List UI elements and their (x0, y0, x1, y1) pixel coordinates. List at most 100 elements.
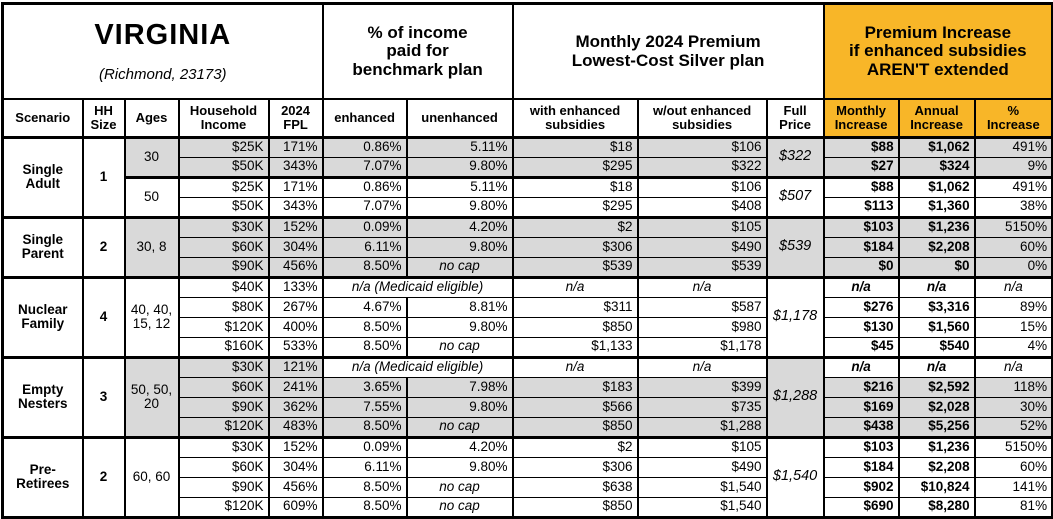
col-annual-increase: Annual Increase (897, 98, 976, 139)
table-row: 50 $25K 171% 0.86% 5.11% $18 $106 $507 $88 $1,062… (3, 175, 1053, 218)
cell-unenhanced: 5.11% (405, 175, 514, 198)
cell-fpl: 241% (267, 376, 324, 398)
cell-unenhanced: 9.80% (405, 316, 514, 338)
cell-with-subsidies: $850 (511, 496, 639, 518)
cell-annual-increase: n/a (897, 275, 976, 298)
cell-monthly-increase: $88 (822, 175, 900, 198)
col-full-price: Full Price (765, 98, 825, 139)
cell-fpl: 267% (267, 296, 324, 318)
col-unenhanced: unenhanced (405, 98, 514, 139)
cell-with-subsidies: $566 (511, 396, 639, 418)
cell-enhanced: 7.07% (321, 156, 408, 178)
cell-with-subsidies: $539 (511, 256, 639, 278)
cell-enhanced: 8.50% (321, 496, 408, 518)
cell-annual-increase: $1,236 (897, 435, 976, 458)
cell-household-income: $160K (177, 336, 270, 358)
col-fpl: 2024 FPL (267, 98, 324, 139)
table-row: Single Parent 2 30, 8 $30K 152% 0.09% 4.20% $2 $… (1, 215, 1053, 278)
cell-annual-increase: $3,316 (897, 296, 976, 318)
cell-with-subsidies: n/a (511, 275, 639, 298)
table-body: Single Adult 1 30 $25K 171% 0.86% 5.11% $18 $106… (1, 135, 1053, 518)
cell-pct-increase: 141% (973, 476, 1053, 498)
cell-ages: 40, 40, 15, 12 (123, 275, 180, 358)
cell-unenhanced: no cap (405, 416, 514, 438)
cell-annual-increase: $2,028 (897, 396, 976, 418)
col-hh-size: HH Size (81, 98, 126, 139)
cell-annual-increase: $8,280 (897, 496, 976, 518)
cell-without-subsidies: $587 (636, 296, 768, 318)
cell-household-income: $90K (177, 476, 270, 498)
cell-without-subsidies: n/a (636, 355, 768, 378)
cell-pct-increase: 5150% (973, 435, 1053, 458)
header-group-row: VIRGINIA (Richmond, 23173) % of income p… (1, 2, 1053, 101)
header-premium-increase: Premium Increase if enhanced subsidies A… (822, 2, 1053, 101)
cell-fpl: 304% (267, 236, 324, 258)
cell-with-subsidies: $2 (511, 435, 639, 458)
cell-with-subsidies: $2 (511, 215, 639, 238)
cell-ages: 50 (123, 175, 180, 218)
table-row: $80K 267% 4.67% 8.81% $311 $587 $276 $3,316 89% (3, 296, 1053, 318)
cell-unenhanced: no cap (405, 496, 514, 518)
cell-monthly-increase: $0 (822, 256, 900, 278)
cell-without-subsidies: $539 (636, 256, 768, 278)
cell-enhanced: 8.50% (321, 256, 408, 278)
table-row: $90K 456% 8.50% no cap $638 $1,540 $902 $10,824… (3, 476, 1053, 498)
cell-pct-increase: 89% (973, 296, 1053, 318)
cell-without-subsidies: n/a (636, 275, 768, 298)
cell-enhanced: 7.55% (321, 396, 408, 418)
cell-hh-size: 2 (81, 435, 126, 518)
cell-monthly-increase: $130 (822, 316, 900, 338)
cell-monthly-increase: $690 (822, 496, 900, 518)
cell-with-subsidies: $183 (511, 376, 639, 398)
cell-household-income: $40K (177, 275, 270, 298)
header-income-pct: % of income paid for benchmark plan (321, 2, 514, 101)
cell-monthly-increase: $184 (822, 456, 900, 478)
cell-fpl: 609% (267, 496, 324, 518)
table-row: $50K 343% 7.07% 9.80% $295 $322 $27 $324 9% (3, 156, 1053, 178)
cell-without-subsidies: $1,540 (636, 476, 768, 498)
header-monthly-premium: Monthly 2024 Premium Lowest-Cost Silver … (511, 2, 825, 101)
cell-pct-increase: 52% (973, 416, 1053, 438)
cell-scenario: Empty Nesters (1, 355, 84, 438)
cell-household-income: $30K (177, 435, 270, 458)
cell-fpl: 133% (267, 275, 324, 298)
cell-fpl: 456% (267, 476, 324, 498)
cell-annual-increase: $1,062 (897, 135, 976, 158)
cell-pct-increase: 30% (973, 396, 1053, 418)
cell-scenario: Single Adult (1, 135, 84, 218)
cell-enhanced: 0.86% (321, 135, 408, 158)
cell-without-subsidies: $106 (636, 175, 768, 198)
cell-without-subsidies: $106 (636, 135, 768, 158)
cell-fpl: 533% (267, 336, 324, 358)
cell-full-price: $539 (765, 215, 825, 278)
cell-unenhanced: no cap (405, 256, 514, 278)
cell-unenhanced: no cap (405, 476, 514, 498)
cell-enhanced: 7.07% (321, 196, 408, 218)
cell-enhanced: 8.50% (321, 416, 408, 438)
cell-without-subsidies: $1,288 (636, 416, 768, 438)
cell-household-income: $120K (177, 316, 270, 338)
cell-annual-increase: $0 (897, 256, 976, 278)
table-row: $120K 483% 8.50% no cap $850 $1,288 $438 $5,256… (3, 416, 1053, 438)
cell-pct-increase: 118% (973, 376, 1053, 398)
cell-annual-increase: $540 (897, 336, 976, 358)
cell-without-subsidies: $105 (636, 435, 768, 458)
cell-household-income: $90K (177, 396, 270, 418)
page-title: VIRGINIA (94, 18, 232, 51)
cell-fpl: 304% (267, 456, 324, 478)
cell-with-subsidies: $295 (511, 196, 639, 218)
cell-with-subsidies: $311 (511, 296, 639, 318)
table-row: $60K 304% 6.11% 9.80% $306 $490 $184 $2,208 60% (3, 236, 1053, 258)
cell-with-subsidies: $295 (511, 156, 639, 178)
cell-unenhanced: 9.80% (405, 196, 514, 218)
col-ages: Ages (123, 98, 180, 139)
cell-with-subsidies: $638 (511, 476, 639, 498)
cell-annual-increase: $1,560 (897, 316, 976, 338)
cell-fpl: 400% (267, 316, 324, 338)
cell-without-subsidies: $322 (636, 156, 768, 178)
cell-unenhanced: 7.98% (405, 376, 514, 398)
cell-household-income: $90K (177, 256, 270, 278)
cell-enhanced: 8.50% (321, 336, 408, 358)
cell-unenhanced: 5.11% (405, 135, 514, 158)
